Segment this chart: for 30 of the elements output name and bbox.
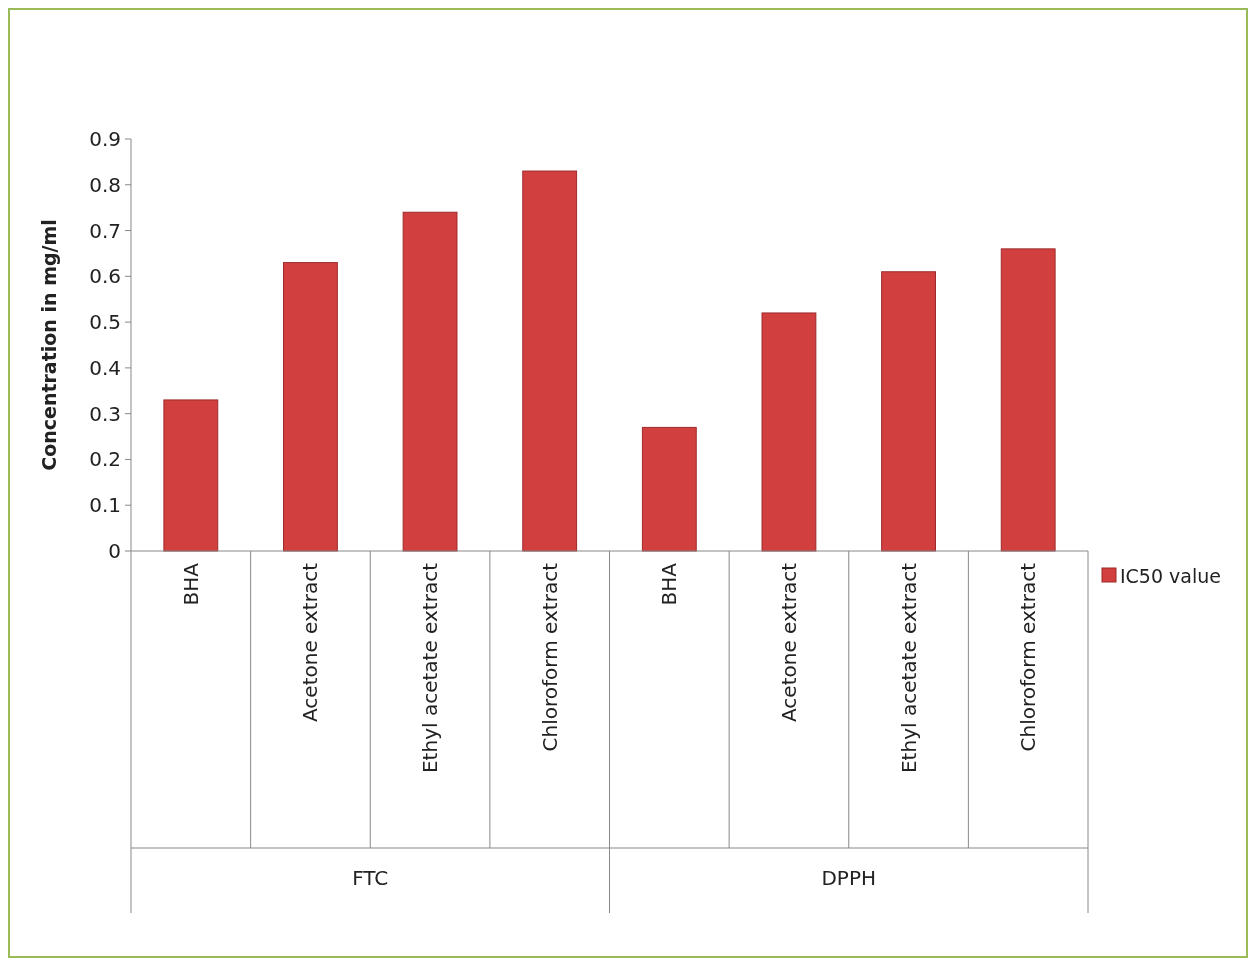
bar [402,211,458,552]
y-tick-label: 0.3 [89,401,121,426]
y-tick-label: 0.5 [89,310,121,335]
y-tick-label: 0 [108,539,121,563]
y-tick-label: 0.6 [89,264,121,289]
y-tick-label: 0.8 [89,172,121,197]
x-tick-label: Ethyl acetate extract [896,562,921,774]
y-tick-label: 0.1 [89,493,121,518]
bar [1000,248,1056,552]
x-tick-label: Acetone extract [776,562,801,722]
y-axis-title: Concentration in mg/ml [38,219,60,471]
legend-label: IC50 value [1120,564,1222,589]
y-tick-label: 0.2 [89,447,121,472]
bar [641,426,697,552]
bar [163,399,219,552]
y-tick-label: 0.4 [89,355,121,380]
bar [522,170,578,552]
x-tick-label: BHA [178,562,203,606]
y-tick-label: 0.9 [89,127,121,151]
bar [283,262,338,552]
text: FTC [352,866,389,890]
x-tick-label: BHA [657,562,682,606]
x-tick-label: Acetone extract [298,562,323,722]
x-tick-label: Chloroform extract [537,562,562,752]
bar [761,312,817,552]
x-tick-label: Chloroform extract [1016,562,1041,752]
y-tick-label: 0.7 [89,218,121,243]
x-tick-label: Ethyl acetate extract [418,562,443,774]
bar [881,271,936,552]
text: DPPH [821,866,877,890]
